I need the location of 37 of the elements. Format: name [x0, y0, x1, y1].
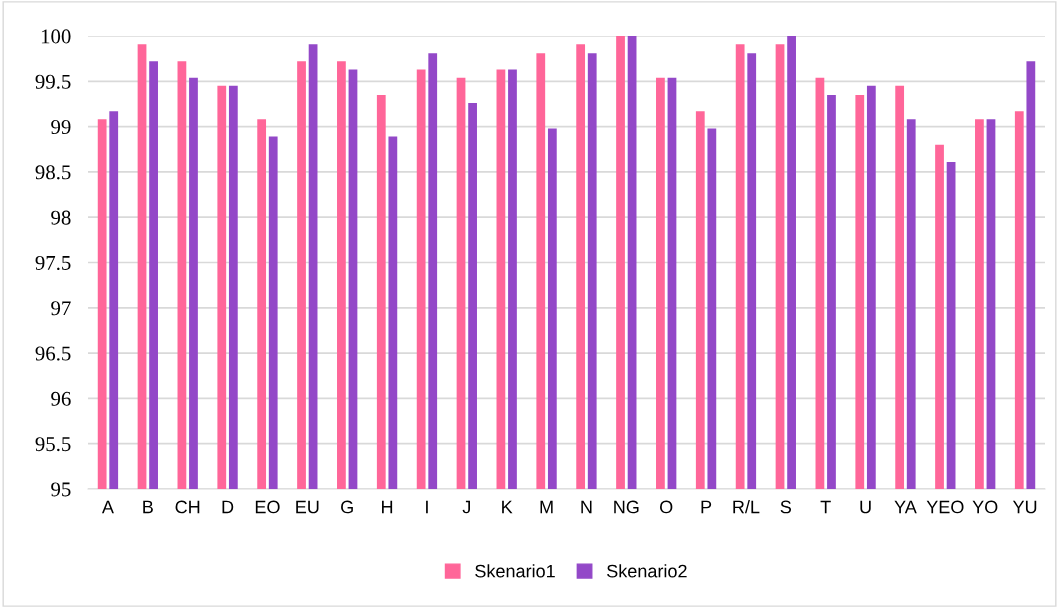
x-tick-label: A: [101, 500, 114, 514]
x-tick-label: G: [341, 500, 353, 514]
x-tick-label: P: [701, 500, 712, 514]
x-tick-label: I: [426, 500, 428, 514]
y-tick-label: 100: [41, 29, 71, 44]
x-tick-label: EU: [296, 500, 319, 514]
y-tick-label: 99: [51, 120, 71, 135]
y-tick-label: 98.5: [35, 165, 71, 180]
y-tick-label: 96: [51, 391, 71, 406]
x-tick-label: U: [860, 500, 871, 514]
x-tick-label: M: [540, 500, 553, 514]
x-tick-label: D: [222, 500, 234, 514]
x-tick-label: N: [581, 500, 592, 514]
legend-label: Skenario1: [475, 564, 555, 578]
x-tick-label: K: [502, 500, 513, 514]
x-tick-label: R/L: [733, 500, 760, 514]
y-tick-label: 97.5: [35, 255, 71, 271]
y-tick-label: 98: [51, 210, 71, 225]
x-tick-label: YEO: [926, 500, 964, 514]
x-tick-label: O: [660, 500, 673, 514]
x-tick-label: CH: [175, 500, 200, 514]
x-tick-label: YU: [1012, 500, 1037, 514]
x-tick-label: NG: [614, 500, 639, 514]
x-tick-label: YO: [972, 500, 998, 514]
y-tick-label: 97: [51, 301, 71, 316]
x-tick-label: T: [820, 500, 831, 514]
x-tick-label: H: [382, 500, 393, 514]
y-tick-label: 96.5: [35, 346, 71, 361]
y-tick-label: 95.5: [35, 437, 71, 452]
legend-label: Skenario2: [607, 564, 687, 578]
x-tick-label: S: [780, 500, 791, 514]
x-tick-label: J: [462, 500, 470, 514]
y-tick-label: 95: [51, 482, 71, 497]
y-tick-label: 99.5: [35, 74, 71, 89]
x-tick-label: EO: [255, 500, 280, 514]
x-tick-label: B: [143, 500, 153, 514]
x-tick-label: YA: [894, 500, 917, 514]
